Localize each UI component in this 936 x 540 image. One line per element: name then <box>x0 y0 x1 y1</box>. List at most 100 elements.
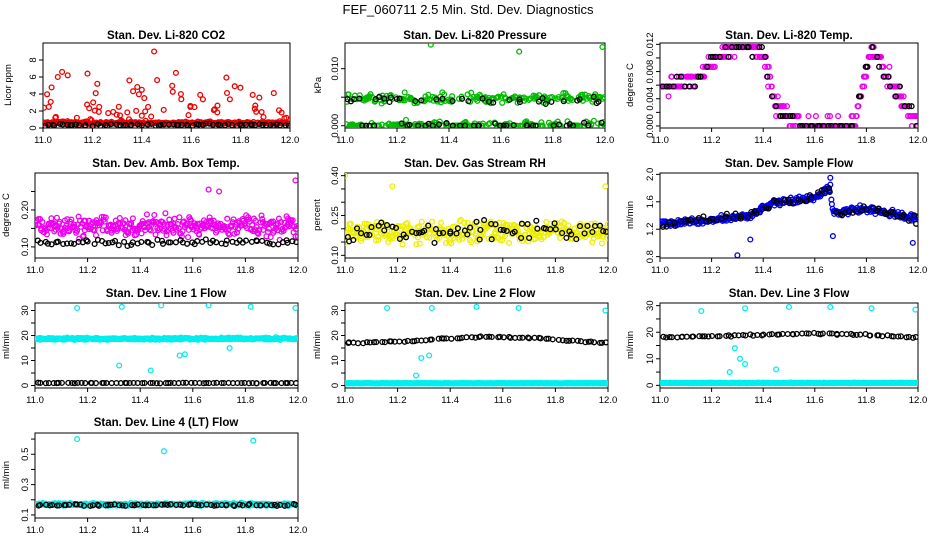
data-point <box>214 102 221 109</box>
data-point <box>158 237 166 244</box>
data-point <box>587 338 595 345</box>
outlier-point <box>426 352 433 359</box>
data-point <box>598 339 606 346</box>
panel-line3: Stan. Dev. Line 3 Flow ml/min 11.0 11.2 11… <box>625 288 927 406</box>
data-point <box>157 380 164 387</box>
x-tick-label: 11.0 <box>336 135 354 146</box>
data-point <box>488 236 495 243</box>
data-point <box>356 95 363 102</box>
data-point <box>80 502 88 509</box>
data-point <box>766 331 773 338</box>
data-point <box>245 380 253 387</box>
data-point <box>104 501 111 509</box>
data-point <box>177 90 184 98</box>
data-point <box>718 215 725 222</box>
panel-line4: Stan. Dev. Line 4 (LT) Flow ml/min 11.0 1… <box>1 417 307 536</box>
data-point <box>267 121 274 128</box>
plot-frame <box>34 172 299 259</box>
data-point <box>765 205 772 212</box>
data-point <box>167 239 174 246</box>
data-point <box>753 210 760 217</box>
data-point <box>259 237 266 244</box>
data-point <box>440 229 447 236</box>
panel-title: Stan. Dev. Line 4 (LT) Flow <box>94 417 239 429</box>
data-point <box>363 122 370 128</box>
data-point <box>671 219 678 226</box>
data-point <box>584 222 591 229</box>
data-point <box>345 98 350 105</box>
data-point <box>467 224 474 231</box>
outlier-point <box>747 236 754 243</box>
data-point <box>258 212 265 219</box>
outlier-point <box>250 437 257 444</box>
data-point <box>285 122 290 128</box>
data-point <box>789 113 796 120</box>
outlier-point <box>118 303 125 310</box>
data-point <box>672 222 679 230</box>
data-point <box>68 379 76 387</box>
outlier-point <box>389 183 396 190</box>
data-points <box>345 173 608 248</box>
x-tick-label: 11.8 <box>547 395 565 406</box>
data-point <box>732 210 739 217</box>
data-point <box>406 121 413 128</box>
data-point <box>548 98 555 105</box>
data-point <box>909 334 917 341</box>
data-point <box>883 211 890 218</box>
outlier-point <box>151 48 158 55</box>
data-point <box>908 103 915 110</box>
data-point <box>768 93 776 100</box>
data-point <box>105 110 112 117</box>
data-point <box>560 98 567 105</box>
data-point <box>869 44 876 51</box>
data-points <box>35 177 298 250</box>
data-point <box>402 116 410 123</box>
data-point <box>134 501 141 508</box>
data-point <box>852 208 860 215</box>
data-point <box>164 501 171 508</box>
data-point <box>812 113 819 120</box>
data-point <box>44 91 51 98</box>
x-tick-label: 11.6 <box>182 135 200 146</box>
data-point <box>353 225 361 232</box>
data-point <box>768 331 776 338</box>
data-point <box>501 232 509 240</box>
data-point <box>470 223 477 230</box>
data-point <box>889 209 896 216</box>
data-point <box>416 229 423 236</box>
outlier-point <box>74 304 81 312</box>
panel-title: Stan. Dev. Li-820 CO2 <box>107 30 225 42</box>
data-point <box>113 121 120 128</box>
data-point <box>513 223 520 230</box>
data-point <box>82 380 89 387</box>
data-point <box>268 502 275 509</box>
x-tick-label: 11.6 <box>494 265 512 276</box>
x-tick-label: 11.2 <box>79 395 97 406</box>
x-tick-label: 11.6 <box>184 525 202 536</box>
data-point <box>905 103 912 110</box>
data-point <box>252 102 259 109</box>
data-point <box>850 331 857 338</box>
data-point <box>796 122 804 128</box>
data-point <box>881 209 888 216</box>
data-point <box>133 107 140 114</box>
data-point <box>490 99 497 106</box>
data-point <box>249 91 256 98</box>
x-tick-label: 11.2 <box>703 395 721 406</box>
y-tick-label: 10 <box>330 355 341 366</box>
data-point <box>480 231 487 238</box>
data-point <box>569 122 577 128</box>
data-point <box>826 330 833 337</box>
data-point <box>172 69 179 76</box>
data-point <box>727 333 735 340</box>
data-point <box>748 208 755 216</box>
x-tick-label: 11.0 <box>26 395 44 406</box>
data-point <box>905 217 912 224</box>
data-point <box>73 501 80 508</box>
plot-frame <box>34 302 299 389</box>
data-point <box>765 63 772 70</box>
data-point <box>491 120 499 127</box>
x-tick-label: 12.0 <box>289 525 308 536</box>
data-point <box>248 122 255 128</box>
panel-title: Stan. Dev. Line 2 Flow <box>415 288 536 300</box>
